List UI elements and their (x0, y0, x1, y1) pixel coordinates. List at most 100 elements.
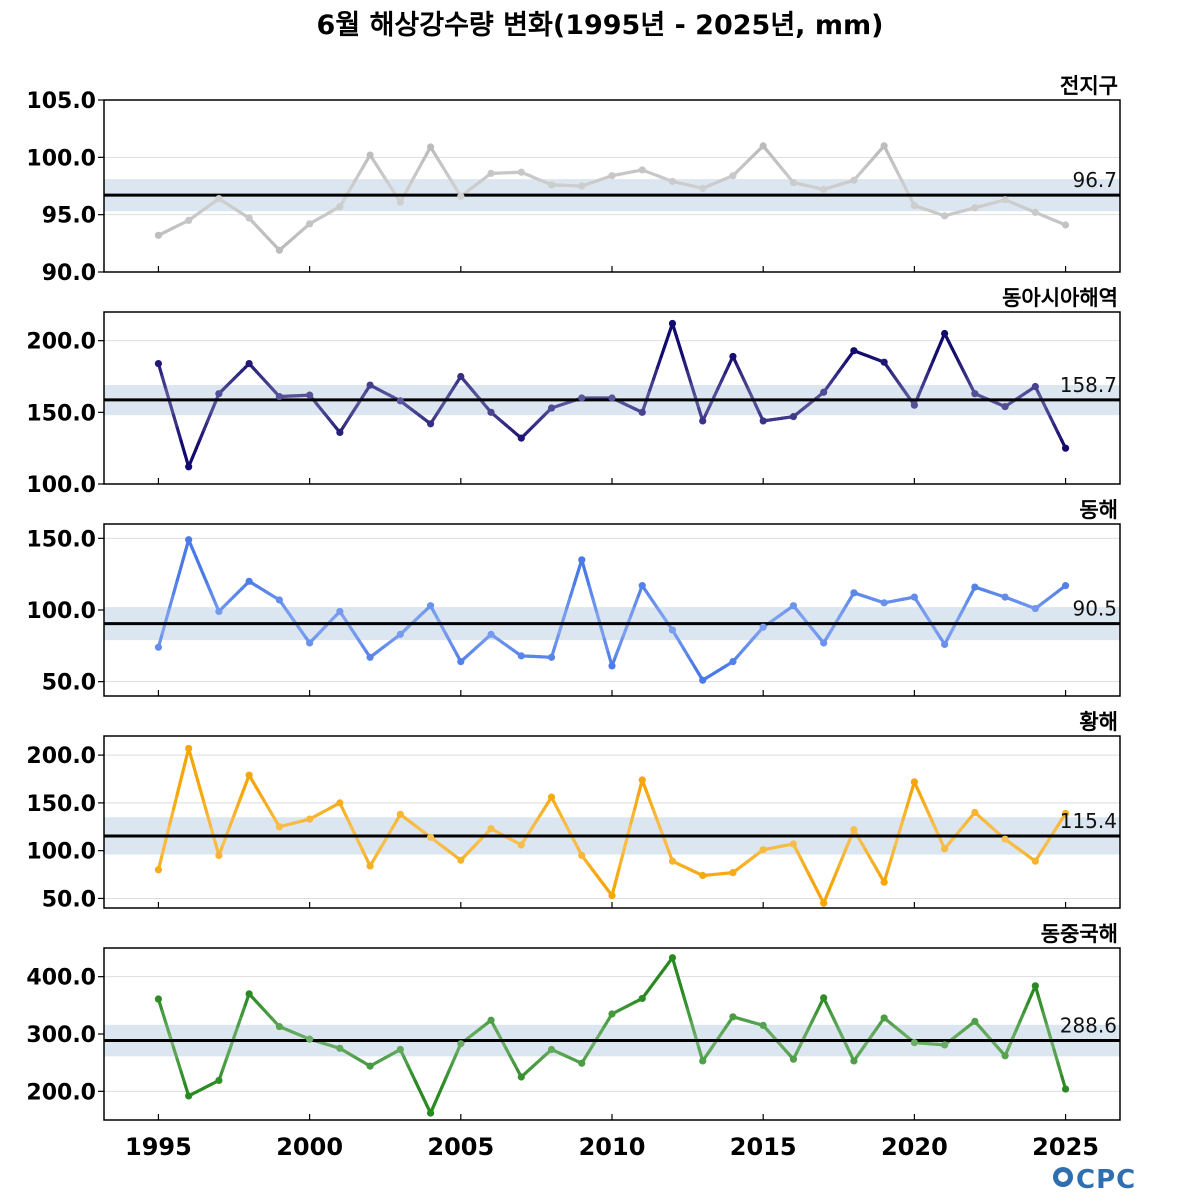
data-point (397, 397, 404, 404)
series-segment (688, 1009, 692, 1022)
y-tick-label: 200.0 (26, 1080, 96, 1105)
data-point (548, 1046, 555, 1053)
y-tick-label: 90.0 (42, 261, 96, 286)
data-point (760, 846, 767, 853)
data-point (215, 608, 222, 615)
data-point (397, 631, 404, 638)
series-segment (586, 573, 590, 586)
series-segment (170, 594, 174, 607)
data-point (366, 151, 373, 158)
data-point (336, 1045, 343, 1052)
y-tick-label: 200.0 (26, 330, 96, 355)
series-segment (680, 984, 684, 997)
series-segment (174, 580, 178, 593)
data-point (608, 394, 615, 401)
data-point (185, 1092, 192, 1099)
data-point (1032, 605, 1039, 612)
data-point (699, 417, 706, 424)
x-tick-label: 2020 (881, 1133, 948, 1161)
data-point (366, 382, 373, 389)
data-point (608, 662, 615, 669)
series-segment (162, 1011, 166, 1023)
series-segment (635, 596, 639, 606)
data-point (820, 389, 827, 396)
data-point (971, 809, 978, 816)
data-point (518, 1073, 525, 1080)
data-point (820, 994, 827, 1001)
data-point (941, 845, 948, 852)
series-segment (661, 346, 665, 357)
data-point (911, 594, 918, 601)
y-tick-label: 100.0 (26, 840, 96, 865)
data-point (397, 198, 404, 205)
data-point (246, 990, 253, 997)
data-point (971, 204, 978, 211)
data-point (941, 212, 948, 219)
panel-name: 동아시아해역 (1002, 286, 1118, 310)
series-segment (177, 1060, 181, 1072)
data-point (487, 631, 494, 638)
data-point (578, 394, 585, 401)
data-point (276, 393, 283, 400)
data-point (760, 142, 767, 149)
data-point (850, 589, 857, 596)
data-point (760, 417, 767, 424)
data-point (397, 811, 404, 818)
data-point (457, 373, 464, 380)
data-point (1032, 982, 1039, 989)
ocpc-logo: OCPC (1053, 1165, 1136, 1195)
data-point (427, 602, 434, 609)
y-tick-label: 300.0 (26, 1023, 96, 1048)
series-segment (684, 360, 688, 372)
data-point (941, 330, 948, 337)
mean-value-label: 115.4 (1060, 809, 1117, 833)
data-point (487, 170, 494, 177)
series-segment (567, 596, 571, 608)
panel-name: 전지구 (1060, 74, 1118, 98)
data-point (881, 142, 888, 149)
data-point (427, 420, 434, 427)
data-point (548, 404, 555, 411)
data-point (639, 582, 646, 589)
series-segment (238, 795, 242, 805)
data-point (366, 862, 373, 869)
data-point (276, 596, 283, 603)
y-tick-label: 50.0 (42, 671, 96, 696)
data-point (699, 1057, 706, 1064)
data-point (699, 677, 706, 684)
series-segment (204, 802, 208, 815)
series-segment (177, 567, 181, 580)
y-tick-label: 150.0 (26, 792, 96, 817)
data-point (911, 778, 918, 785)
y-tick-label: 200.0 (26, 744, 96, 769)
data-point (639, 166, 646, 173)
data-point (608, 1010, 615, 1017)
data-point (1001, 196, 1008, 203)
data-point (518, 435, 525, 442)
data-point (971, 390, 978, 397)
series-segment (654, 368, 658, 379)
series-segment (570, 584, 574, 596)
data-point (729, 658, 736, 665)
data-point (760, 624, 767, 631)
series-segment (196, 775, 200, 788)
series-segment (646, 790, 650, 800)
data-point (699, 872, 706, 879)
data-point (971, 1018, 978, 1025)
series-segment (1043, 1012, 1047, 1025)
data-point (155, 360, 162, 367)
panel-name: 동중국해 (1041, 922, 1118, 946)
data-point (729, 1013, 736, 1020)
data-point (850, 177, 857, 184)
series-segment (888, 857, 892, 870)
data-point (850, 347, 857, 354)
data-point (971, 583, 978, 590)
y-tick-label: 150.0 (26, 527, 96, 552)
panel-name: 황해 (1079, 710, 1118, 734)
data-point (185, 745, 192, 752)
